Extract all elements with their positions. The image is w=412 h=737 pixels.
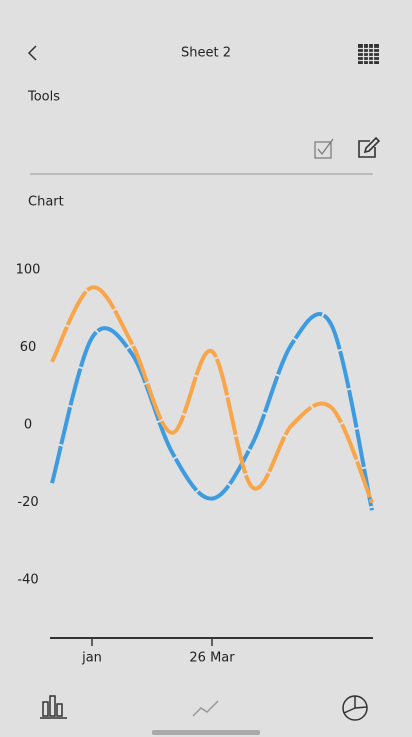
grid-menu-icon[interactable] [358,44,379,64]
x-tick-label: jan [81,651,102,666]
plot: 100 60 0 -20 -40 jan 26 Mar [16,263,374,666]
series-line [50,312,374,511]
y-tick-label: 0 [24,418,32,433]
y-tick-label: 100 [16,263,41,278]
y-tick-label: -40 [17,573,38,588]
tools-label: Tools [27,90,60,105]
edit-icon[interactable] [358,136,381,158]
check-icon[interactable] [314,138,334,159]
y-tick-label: 60 [20,340,37,355]
sheet-title: Sheet 2 [181,46,231,61]
line-chart-tab[interactable] [192,700,219,717]
home-indicator [152,730,260,735]
back-button[interactable] [27,45,37,61]
series-line [50,285,374,504]
pie-chart-tab[interactable] [342,695,368,721]
x-tick-label: 26 Mar [189,651,235,666]
chart-title: Chart [28,195,64,210]
y-tick-label: -20 [17,495,38,510]
bar-chart-tab[interactable] [40,695,67,719]
